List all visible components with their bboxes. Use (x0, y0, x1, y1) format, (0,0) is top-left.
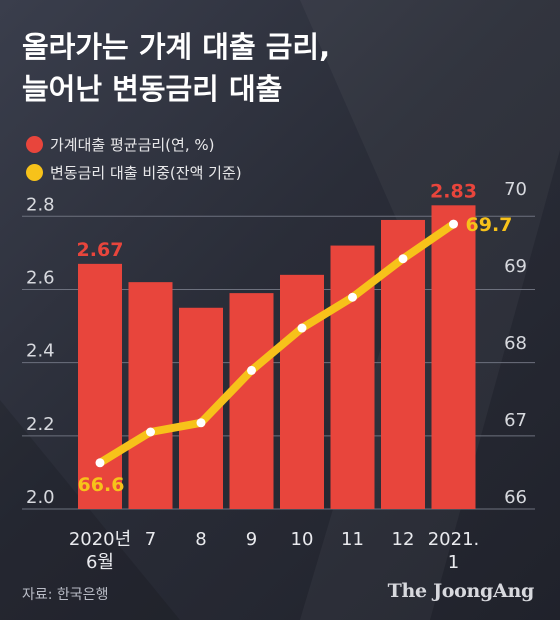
right-tick-label: 68 (504, 333, 527, 354)
legend: 가계대출 평균금리(연, %) 변동금리 대출 비중(잔액 기준) (26, 130, 242, 186)
bg-stripe-dark (0, 400, 180, 620)
x-tick-label: 9 (246, 529, 257, 550)
line-data-label: 66.6 (78, 474, 125, 496)
x-tick-label: 12 (392, 529, 415, 550)
x-tick-label: 10 (291, 529, 314, 550)
left-tick-label: 2.4 (26, 341, 55, 362)
x-tick-label: 8 (195, 529, 206, 550)
right-tick-label: 67 (504, 410, 527, 431)
x-tick-label: 1 (448, 552, 459, 573)
line-point (398, 254, 408, 264)
legend-label-share: 변동금리 대출 비중(잔액 기준) (50, 163, 242, 182)
legend-item-rate: 가계대출 평균금리(연, %) (26, 130, 242, 158)
left-tick-label: 2.0 (26, 487, 55, 508)
bar (78, 263, 122, 509)
x-tick-label: 2020년 (69, 529, 131, 550)
left-tick-label: 2.2 (26, 414, 55, 435)
bar (431, 205, 476, 510)
bar (280, 274, 324, 509)
line-point (95, 458, 105, 468)
source-note: 자료: 한국은행 (22, 587, 109, 603)
line-point (348, 292, 357, 302)
line-point (449, 219, 458, 229)
line-point (146, 427, 155, 437)
chart-title: 올라가는 가계 대출 금리, 늘어난 변동금리 대출 (22, 26, 330, 110)
brand-logo: The JoongAng (387, 580, 535, 602)
legend-dot-yellow-icon (26, 163, 43, 181)
right-tick-label: 66 (504, 487, 527, 508)
line-point (297, 323, 307, 333)
bar-data-label: 2.83 (430, 180, 477, 202)
line-point (247, 365, 256, 375)
x-tick-label: 6월 (86, 552, 114, 573)
left-tick-label: 2.8 (26, 194, 55, 215)
x-tick-label: 7 (145, 529, 156, 550)
legend-item-share: 변동금리 대출 비중(잔액 기준) (26, 158, 242, 186)
right-tick-label: 70 (504, 179, 527, 200)
legend-label-rate: 가계대출 평균금리(연, %) (50, 135, 215, 154)
title-line-1: 올라가는 가계 대출 금리, (22, 30, 331, 64)
right-tick-label: 69 (504, 256, 527, 277)
left-tick-label: 2.6 (26, 267, 55, 288)
share-line (96, 220, 458, 467)
x-tick-label: 11 (341, 529, 364, 550)
legend-dot-red-icon (26, 135, 43, 153)
bar (229, 293, 274, 509)
line-data-label: 69.7 (466, 214, 513, 236)
title-line-2: 늘어난 변동금리 대출 (22, 72, 283, 106)
line-point (196, 418, 206, 428)
bar-data-label: 2.67 (77, 239, 124, 261)
x-tick-label: 2021. (428, 529, 480, 550)
bar (128, 282, 173, 509)
